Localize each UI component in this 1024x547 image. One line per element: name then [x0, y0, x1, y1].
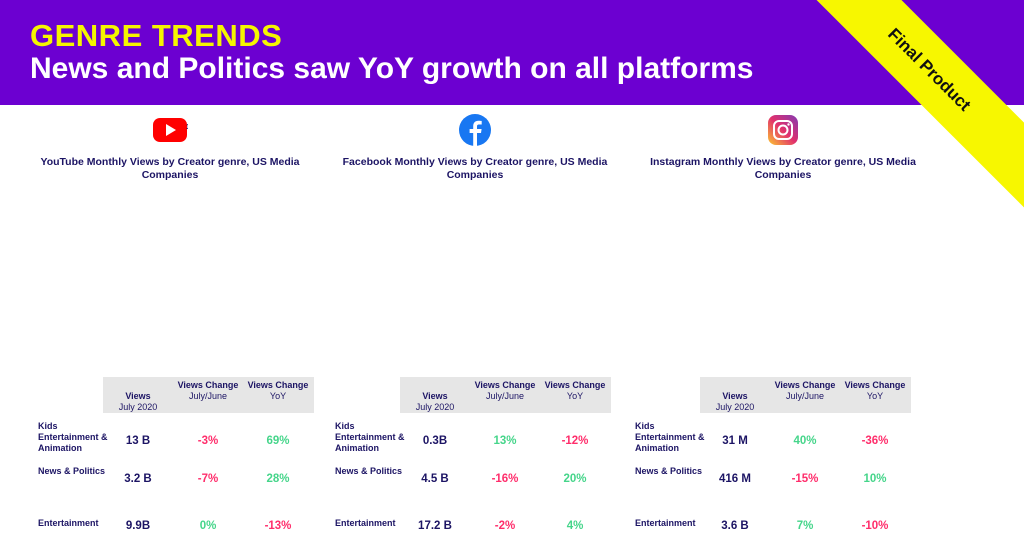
- cell-yoy: -12%: [561, 435, 589, 447]
- cell-yoy: 4%: [566, 520, 584, 532]
- header-line2: YoY: [866, 391, 884, 401]
- instagram-panel: 0.0B0.0B0.0BKids Entertainment &Animatio…: [627, 108, 1024, 547]
- instagram-bar-chart: [627, 186, 927, 376]
- column-header: Views Change YoY: [243, 380, 313, 402]
- column-header: Views Change YoY: [540, 380, 610, 402]
- header-line1: Views Change: [247, 380, 309, 390]
- cell-mom: -15%: [791, 473, 819, 485]
- row-label: Entertainment: [38, 518, 99, 528]
- cell-mom: 0%: [199, 520, 217, 532]
- header-line2: YoY: [566, 391, 584, 401]
- cell-mom: -3%: [197, 435, 219, 447]
- row-label: News & Politics: [335, 466, 403, 476]
- kicker: GENRE TRENDS: [30, 18, 283, 53]
- facebook-logo-icon: 0.2B0.2B0.3BKids Entertainment &Animatio…: [457, 113, 749, 280]
- chart-title: Facebook Monthly Views by Creator genre,…: [342, 156, 608, 181]
- cell-views: 0.3B: [422, 435, 448, 447]
- header-line1: Views Change: [177, 380, 239, 390]
- row-label: News & Politics: [38, 466, 106, 476]
- header-line1: Views: [422, 391, 448, 401]
- header-line1: Views: [722, 391, 748, 401]
- column-header: Views July 2020: [400, 391, 470, 413]
- row-label: News & Politics: [635, 466, 703, 476]
- youtube-panel: 15.0B13.5B13.1BKids Entertainment &Anima…: [30, 108, 444, 547]
- facebook-panel: 0.2B0.2B0.3BKids Entertainment &Animatio…: [327, 108, 749, 547]
- header-line1: Views: [125, 391, 151, 401]
- header-line1: Views Change: [844, 380, 906, 390]
- cell-yoy: 28%: [266, 473, 290, 485]
- header-line2: July 2020: [715, 402, 755, 412]
- cell-yoy: -10%: [861, 520, 889, 532]
- cell-views: 13 B: [125, 435, 151, 447]
- cell-mom: -2%: [494, 520, 516, 532]
- headline: News and Politics saw YoY growth on all …: [30, 52, 754, 85]
- row-label: Kids Entertainment & Animation: [38, 421, 108, 453]
- table-header: Views July 2020 Views Change July/June Views…: [400, 377, 611, 413]
- column-header: Views Change YoY: [840, 380, 910, 402]
- cell-views: 3.6 B: [721, 520, 749, 532]
- cell-views: 4.5 B: [421, 473, 449, 485]
- column-header: Views July 2020: [700, 391, 770, 413]
- cell-mom: -16%: [491, 473, 519, 485]
- column-header: Views Change July/June: [173, 380, 243, 402]
- cell-views: 9.9B: [125, 520, 151, 532]
- chart-title: Instagram Monthly Views by Creator genre…: [650, 156, 916, 181]
- chart-title: YouTube Monthly Views by Creator genre, …: [40, 156, 300, 181]
- cell-mom: 13%: [493, 435, 517, 447]
- instagram-logo-icon: 0.0B0.0B0.0BKids Entertainment &Animatio…: [765, 113, 1024, 280]
- row-label: Kids Entertainment & Animation: [335, 421, 405, 453]
- cell-yoy: 69%: [266, 435, 290, 447]
- cell-yoy: 10%: [863, 473, 887, 485]
- facebook-bar-chart: [327, 186, 627, 376]
- table-header: Views July 2020 Views Change July/June Views…: [103, 377, 314, 413]
- cell-yoy: 20%: [563, 473, 587, 485]
- header-line2: July/June: [188, 391, 228, 401]
- cell-views: 416 M: [719, 473, 751, 485]
- header-line2: YoY: [269, 391, 287, 401]
- cell-views: 17.2 B: [418, 520, 452, 532]
- row-label: Entertainment: [335, 518, 396, 528]
- header-line2: July/June: [485, 391, 525, 401]
- header-line2: July/June: [785, 391, 825, 401]
- cell-mom: 40%: [793, 435, 817, 447]
- cell-yoy: -36%: [861, 435, 889, 447]
- header-line1: Views Change: [544, 380, 606, 390]
- header-line1: Views Change: [774, 380, 836, 390]
- header-line2: July 2020: [118, 402, 158, 412]
- cell-yoy: -13%: [264, 520, 292, 532]
- header-line2: July 2020: [415, 402, 455, 412]
- column-header: Views Change July/June: [470, 380, 540, 402]
- youtube-bar-chart: [30, 186, 330, 376]
- youtube-logo-icon: 15.0B13.5B13.1BKids Entertainment &Anima…: [152, 113, 444, 280]
- cell-mom: 7%: [796, 520, 814, 532]
- column-header: Views July 2020: [103, 391, 173, 413]
- column-header: Views Change July/June: [770, 380, 840, 402]
- header-line1: Views Change: [474, 380, 536, 390]
- data-label: 15.0B: [186, 122, 188, 131]
- row-label: Kids Entertainment & Animation: [635, 421, 705, 453]
- table-header: Views July 2020 Views Change July/June Views…: [700, 377, 911, 413]
- cell-mom: -7%: [197, 473, 219, 485]
- row-label: Entertainment: [635, 518, 696, 528]
- cell-views: 3.2 B: [124, 473, 152, 485]
- cell-views: 31 M: [722, 435, 748, 447]
